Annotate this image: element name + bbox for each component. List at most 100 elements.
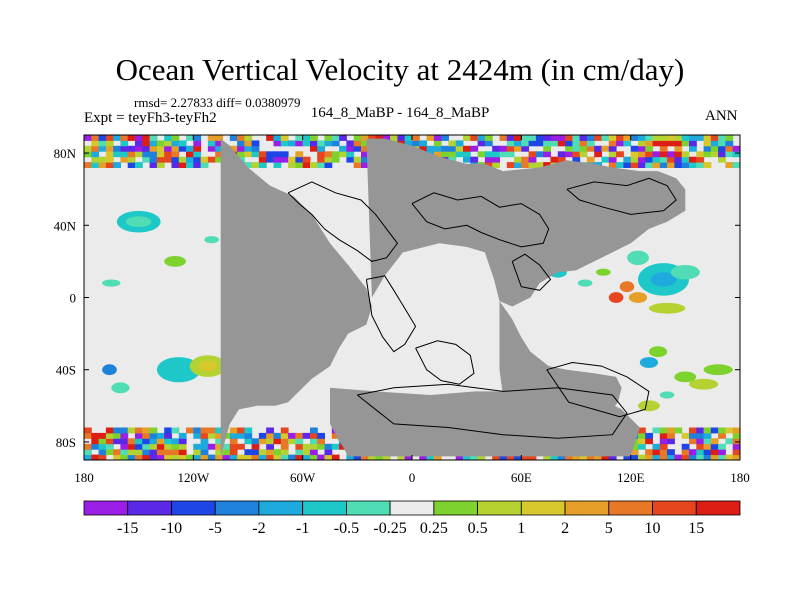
southern-ocean-anomaly-cell <box>105 438 114 445</box>
arctic-anomaly-cell <box>295 162 304 168</box>
southern-ocean-anomaly-cell <box>113 454 121 460</box>
arctic-anomaly-cell <box>135 140 143 147</box>
colorbar-label: 2 <box>561 520 569 537</box>
arctic-anomaly-cell <box>441 145 449 152</box>
arctic-anomaly-cell <box>477 135 486 141</box>
arctic-anomaly-cell <box>273 156 282 163</box>
arctic-anomaly-cell <box>273 162 282 168</box>
southern-ocean-anomaly-cell <box>623 454 632 460</box>
arctic-anomaly-cell <box>696 162 705 168</box>
arctic-anomaly-cell <box>361 145 369 152</box>
southern-ocean-anomaly-cell <box>156 432 165 439</box>
southern-ocean-anomaly-cell <box>681 443 690 450</box>
arctic-anomaly-cell <box>149 162 158 168</box>
arctic-anomaly-cell <box>463 145 471 152</box>
southern-ocean-anomaly-cell <box>207 443 216 450</box>
southern-ocean-anomaly-cell <box>419 454 428 460</box>
coastline <box>511 253 552 291</box>
arctic-anomaly-cell <box>543 140 551 147</box>
arctic-anomaly-cell <box>156 156 165 163</box>
arctic-anomaly-cell <box>667 162 675 168</box>
arctic-anomaly-cell <box>215 145 223 152</box>
southern-ocean-anomaly-cell <box>105 449 114 456</box>
arctic-anomaly-cell <box>718 151 726 158</box>
southern-ocean-anomaly-cell <box>98 449 107 456</box>
southern-ocean-anomaly-cell <box>280 454 289 460</box>
southern-ocean-anomaly-cell <box>638 432 646 439</box>
coastline <box>546 361 650 418</box>
arctic-anomaly-cell <box>484 151 493 158</box>
southern-ocean-anomaly-cell <box>601 454 610 460</box>
arctic-anomaly-cell <box>98 156 107 163</box>
arctic-anomaly-cell <box>251 162 260 168</box>
y-tick-label: 80N <box>54 146 77 161</box>
arctic-anomaly-cell <box>659 151 668 158</box>
arctic-anomaly-cell <box>105 135 114 141</box>
arctic-anomaly-cell <box>353 135 362 141</box>
arctic-anomaly-cell <box>448 140 457 147</box>
southern-ocean-anomaly-cell <box>331 432 340 439</box>
southern-ocean-anomaly-cell <box>397 454 406 460</box>
arctic-anomaly-cell <box>244 140 253 147</box>
southern-ocean-anomaly-cell <box>652 427 661 434</box>
southern-ocean-anomaly-cell <box>703 443 712 450</box>
arctic-anomaly-cell <box>251 151 260 158</box>
southern-ocean-anomaly-cell <box>164 427 172 434</box>
arctic-anomaly-cell <box>142 151 151 158</box>
arctic-anomaly-cell <box>375 135 384 141</box>
southern-ocean-anomaly-cell <box>266 443 274 450</box>
southern-ocean-anomaly-cell <box>732 443 740 450</box>
southern-ocean-anomaly-cell <box>258 438 267 445</box>
southern-ocean-anomaly-cell <box>689 449 697 456</box>
southern-ocean-anomaly-cell <box>718 454 726 460</box>
arctic-anomaly-cell <box>288 140 296 147</box>
southern-ocean-anomaly-cell <box>659 427 668 434</box>
velocity-anomaly-patch <box>596 268 611 276</box>
southern-ocean-anomaly-cell <box>638 438 646 445</box>
arctic-anomaly-cell <box>98 162 107 168</box>
colorbar-label: -15 <box>117 520 138 537</box>
y-tick-label: 0 <box>70 291 77 306</box>
arctic-anomaly-cell <box>135 145 143 152</box>
colorbar-swatch <box>127 500 172 516</box>
southern-ocean-anomaly-cell <box>565 454 573 460</box>
arctic-anomaly-cell <box>557 156 566 163</box>
arctic-anomaly-cell <box>84 151 92 158</box>
southern-ocean-anomaly-cell <box>652 454 661 460</box>
arctic-anomaly-cell <box>645 140 653 147</box>
x-tick-label: 120E <box>617 470 645 485</box>
southern-ocean-anomaly-cell <box>142 454 151 460</box>
arctic-anomaly-cell <box>280 151 289 158</box>
southern-ocean-anomaly-cell <box>164 454 172 460</box>
arctic-anomaly-cell <box>91 151 100 158</box>
arctic-anomaly-cell <box>667 151 675 158</box>
colorbar-swatch <box>564 500 610 516</box>
southern-ocean-anomaly-cell <box>718 449 726 456</box>
southern-ocean-anomaly-cell <box>645 432 653 439</box>
southern-ocean-anomaly-cell <box>310 438 318 445</box>
southern-ocean-anomaly-cell <box>207 427 216 434</box>
southern-ocean-anomaly-cell <box>659 443 668 450</box>
arctic-anomaly-cell <box>645 151 653 158</box>
arctic-anomaly-cell <box>433 145 442 152</box>
arctic-anomaly-cell <box>178 145 187 152</box>
arctic-anomaly-cell <box>353 162 362 168</box>
southern-ocean-anomaly-cell <box>638 454 646 460</box>
arctic-anomaly-cell <box>710 135 719 141</box>
arctic-anomaly-cell <box>186 156 194 163</box>
arctic-anomaly-cell <box>725 145 734 152</box>
arctic-anomaly-cell <box>652 156 661 163</box>
velocity-anomaly-patch <box>648 302 686 314</box>
arctic-anomaly-cell <box>710 151 719 158</box>
southern-ocean-anomaly-cell <box>222 449 231 456</box>
southern-ocean-anomaly-cell <box>244 432 253 439</box>
southern-ocean-anomaly-cell <box>659 449 668 456</box>
arctic-anomaly-cell <box>186 151 194 158</box>
arctic-anomaly-cell <box>317 140 325 147</box>
southern-ocean-anomaly-cell <box>91 438 100 445</box>
arctic-anomaly-cell <box>601 145 610 152</box>
arctic-anomaly-cell <box>506 140 515 147</box>
arctic-anomaly-cell <box>310 140 318 147</box>
coastline <box>287 181 399 262</box>
arctic-anomaly-cell <box>244 145 253 152</box>
